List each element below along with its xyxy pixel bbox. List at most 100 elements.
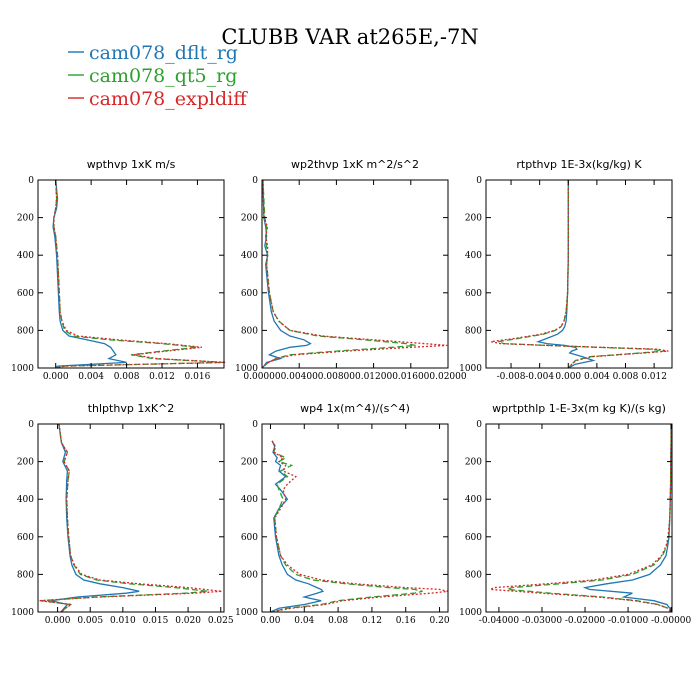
x-tick-label: 0.015 — [143, 616, 169, 626]
x-tick-label: 0.008 — [613, 372, 639, 382]
y-tick-label: 1000 — [235, 364, 258, 374]
series-line-cam078_qt5_rg — [53, 179, 225, 369]
x-tick-label: 0.20 — [430, 616, 450, 626]
series-line-cam078_dflt_rg — [52, 179, 127, 369]
panel-title: wpthvp 1xK m/s — [87, 158, 176, 171]
y-tick-label: 400 — [17, 251, 34, 261]
legend-label-dflt: cam078_dflt_rg — [89, 42, 238, 64]
x-tick-label: 0.00000 — [243, 372, 280, 382]
y-tick-label: 600 — [241, 289, 258, 299]
x-tick-label: 0.02000 — [429, 372, 466, 382]
panel-title: wp2thvp 1xK m^2/s^2 — [291, 158, 419, 171]
y-tick-label: 1000 — [459, 608, 482, 618]
x-tick-label: 0.025 — [208, 616, 234, 626]
y-tick-label: 800 — [465, 570, 482, 580]
x-tick-label: 0.04 — [294, 616, 314, 626]
panel-title: rtpthvp 1E-3x(kg/kg) K — [516, 158, 642, 171]
x-tick-label: -0.03000 — [522, 616, 563, 626]
series-line-cam078_dflt_rg — [261, 179, 312, 369]
y-tick-label: 200 — [465, 214, 482, 224]
x-tick-label: 0.01200 — [355, 372, 392, 382]
y-tick-label: 800 — [17, 326, 34, 336]
y-tick-label: 800 — [465, 326, 482, 336]
y-tick-label: 800 — [241, 326, 258, 336]
series-line-cam078_expldiff — [490, 180, 669, 369]
series-line-cam078_expldiff — [490, 424, 672, 613]
y-tick-label: 400 — [465, 495, 482, 505]
x-tick-label: -0.008 — [497, 372, 526, 382]
panel-rtpthvp: rtpthvp 1E-3x(kg/kg) K-0.008 -0.004 0.000 0… — [459, 158, 673, 382]
series-line-cam078_dflt_rg — [582, 424, 672, 613]
series-line-cam078_expldiff — [270, 440, 449, 613]
y-tick-label: 600 — [465, 533, 482, 543]
x-tick-label: 0.000 — [43, 372, 69, 382]
y-tick-label: 0 — [476, 420, 482, 430]
y-tick-label: 600 — [17, 289, 34, 299]
x-tick-label: 0.00800 — [318, 372, 355, 382]
plot-frame — [37, 423, 225, 613]
legend: cam078_dflt_rg cam078_qt5_rg cam078_expl… — [68, 42, 248, 110]
panel-wp4: wp4 1x(m^4)/(s^4) 0.00 0.04 0.08 0.12 0.16 0.2… — [235, 402, 450, 626]
plot-frame — [37, 179, 225, 369]
y-tick-label: 200 — [241, 458, 258, 468]
x-tick-label: 0.016 — [185, 372, 211, 382]
plot-frame — [485, 423, 673, 613]
x-tick-label: 0.012 — [149, 372, 175, 382]
x-tick-label: 0.08 — [328, 616, 348, 626]
y-tick-label: 800 — [241, 570, 258, 580]
legend-label-expldiff: cam078_expldiff — [89, 88, 248, 110]
panel-wpthvp: wpthvp 1xK m/s 0.000 0.004 0.008 0.012 0.016 0… — [11, 158, 226, 382]
x-tick-label: 0.000 — [45, 616, 71, 626]
legend-label-qt5: cam078_qt5_rg — [89, 65, 237, 87]
series-line-cam078_dflt_rg — [270, 440, 325, 613]
y-tick-label: 1000 — [459, 364, 482, 374]
x-tick-label: 0.004 — [584, 372, 610, 382]
x-tick-label: 0.16 — [396, 616, 416, 626]
panel-title: wprtpthlp 1-E-3x(m kg K)/(s kg) — [492, 402, 666, 415]
x-tick-label: -0.04000 — [479, 616, 520, 626]
x-tick-label: 0.12 — [362, 616, 382, 626]
x-tick-label: 0.010 — [110, 616, 136, 626]
x-tick-label: 0.01600 — [392, 372, 429, 382]
panel-title: thlpthvp 1xK^2 — [88, 402, 175, 415]
y-tick-label: 0 — [28, 176, 34, 186]
panel-wprtpthlp: wprtpthlp 1-E-3x(m kg K)/(s kg)-0.04000-… — [459, 402, 691, 626]
series-line-cam078_qt5_rg — [507, 424, 672, 613]
x-tick-label: 0.005 — [77, 616, 103, 626]
plot-frame — [261, 179, 449, 369]
y-tick-label: 1000 — [11, 364, 34, 374]
y-tick-label: 800 — [17, 570, 34, 580]
panel-title: wp4 1x(m^4)/(s^4) — [300, 402, 410, 415]
x-tick-label: 0.000 — [555, 372, 581, 382]
series-line-cam078_qt5_rg — [497, 180, 665, 369]
series-line-cam078_qt5_rg — [261, 179, 416, 369]
x-tick-label: -0.00000 — [651, 616, 692, 626]
y-tick-label: 1000 — [11, 608, 34, 618]
y-tick-label: 0 — [476, 176, 482, 186]
x-tick-label: 0.004 — [78, 372, 104, 382]
x-tick-label: 0.020 — [175, 616, 201, 626]
y-tick-label: 0 — [252, 420, 258, 430]
y-tick-label: 1000 — [235, 608, 258, 618]
y-tick-label: 200 — [17, 458, 34, 468]
x-tick-label: -0.004 — [525, 372, 554, 382]
y-tick-label: 600 — [17, 533, 34, 543]
x-tick-label: 0.012 — [641, 372, 667, 382]
figure-title: CLUBB VAR at265E,-7N — [221, 25, 478, 49]
series-line-cam078_expldiff — [39, 423, 223, 613]
y-tick-label: 400 — [465, 251, 482, 261]
series-line-cam078_expldiff — [53, 179, 226, 369]
panel-thlpthvp: thlpthvp 1xK^2 0.000 0.005 0.010 0.015 0.020 0… — [11, 402, 234, 626]
plot-frame — [261, 423, 449, 613]
series-line-cam078_dflt_rg — [535, 180, 596, 369]
plot-frame — [485, 179, 673, 369]
y-tick-label: 0 — [28, 420, 34, 430]
y-tick-label: 200 — [241, 214, 258, 224]
y-tick-label: 400 — [241, 251, 258, 261]
y-tick-label: 600 — [241, 533, 258, 543]
y-tick-label: 400 — [241, 495, 258, 505]
x-tick-label: 0.008 — [114, 372, 140, 382]
x-tick-label: -0.01000 — [608, 616, 649, 626]
x-tick-label: 0.00 — [260, 616, 280, 626]
